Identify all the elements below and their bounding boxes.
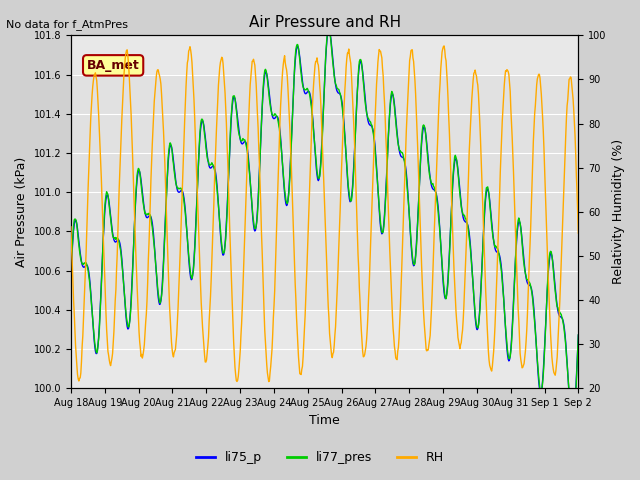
li77_pres xyxy=(245,164,253,169)
RH xyxy=(127,95,134,101)
li77_pres xyxy=(406,217,413,223)
RH xyxy=(220,70,228,76)
Title: Air Pressure and RH: Air Pressure and RH xyxy=(248,15,401,30)
li75_p xyxy=(406,218,413,224)
li75_p xyxy=(575,332,582,338)
Line: li75_p: li75_p xyxy=(71,29,579,425)
Text: BA_met: BA_met xyxy=(87,59,140,72)
RH xyxy=(575,230,582,236)
li75_p xyxy=(67,275,75,280)
Line: RH: RH xyxy=(71,46,579,382)
RH xyxy=(406,58,413,63)
li75_p xyxy=(220,252,228,257)
li75_p xyxy=(325,26,333,32)
RH xyxy=(440,43,448,49)
Bar xyxy=(71,74,579,310)
li77_pres xyxy=(324,24,332,30)
RH xyxy=(67,224,75,230)
RH xyxy=(264,375,272,381)
Line: li77_pres: li77_pres xyxy=(71,27,579,424)
li75_p xyxy=(264,80,272,85)
li77_pres xyxy=(264,83,272,89)
RH xyxy=(265,379,273,384)
li75_p xyxy=(127,308,134,314)
li75_p xyxy=(378,228,385,234)
li75_p xyxy=(568,422,576,428)
li75_p xyxy=(245,160,253,166)
li77_pres xyxy=(378,225,385,231)
RH xyxy=(378,51,385,57)
Text: No data for f_AtmPres: No data for f_AtmPres xyxy=(6,19,129,30)
li77_pres xyxy=(220,250,228,256)
RH xyxy=(245,111,253,117)
li77_pres xyxy=(67,275,75,281)
Y-axis label: Air Pressure (kPa): Air Pressure (kPa) xyxy=(15,156,28,267)
li77_pres xyxy=(127,311,134,316)
li77_pres xyxy=(575,332,582,338)
li77_pres xyxy=(569,421,577,427)
Legend: li75_p, li77_pres, RH: li75_p, li77_pres, RH xyxy=(191,446,449,469)
Y-axis label: Relativity Humidity (%): Relativity Humidity (%) xyxy=(612,139,625,284)
X-axis label: Time: Time xyxy=(309,414,340,427)
